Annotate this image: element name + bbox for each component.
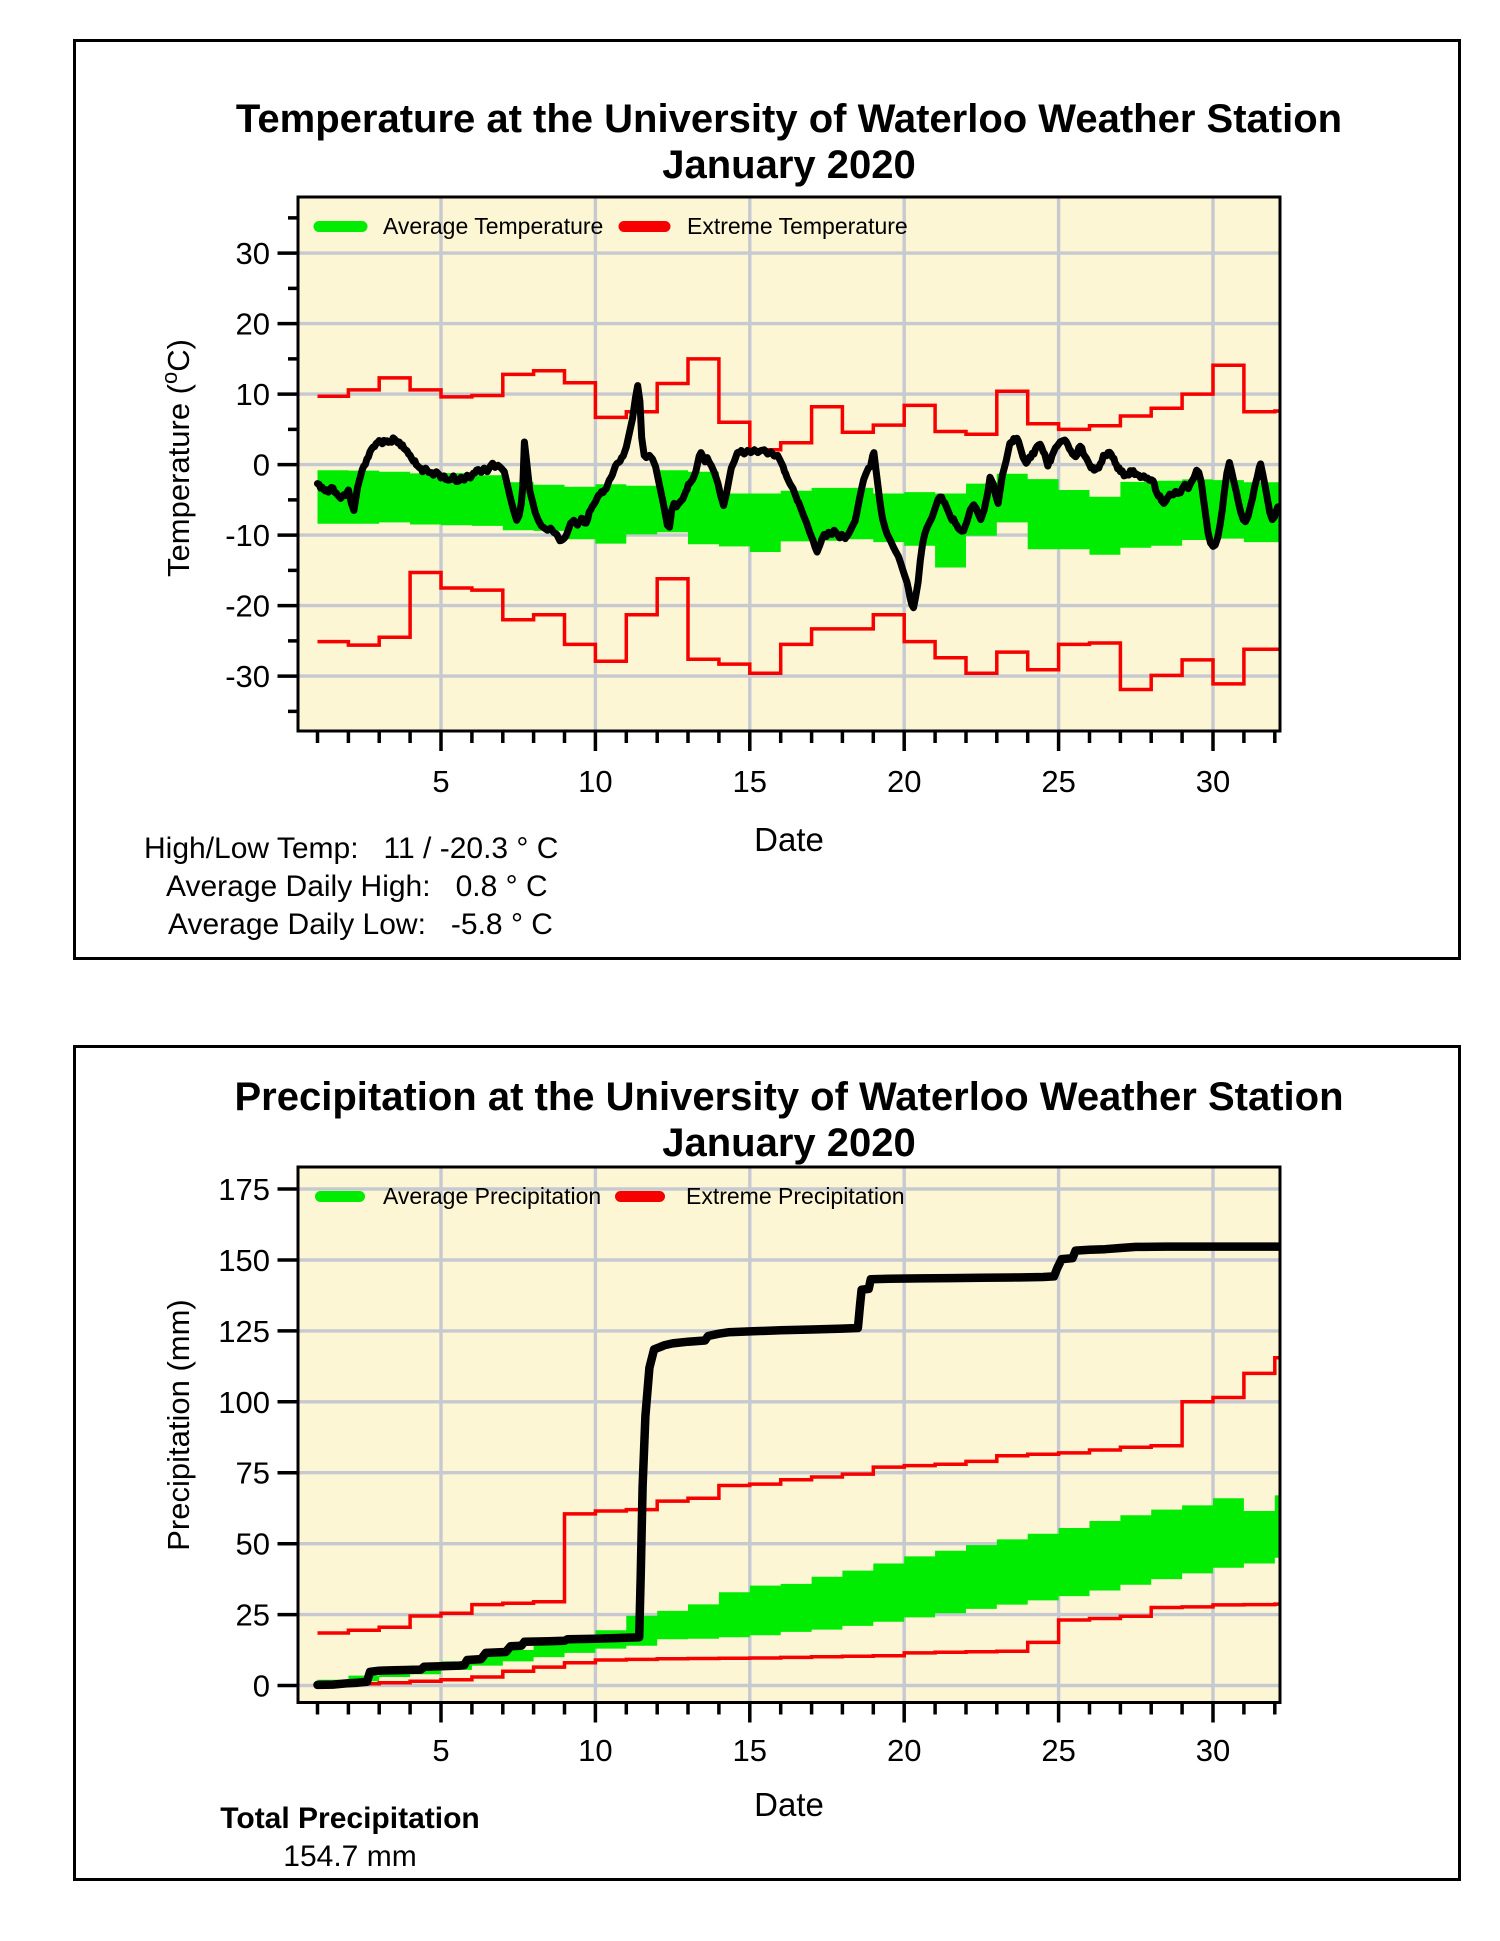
svg-text:175: 175: [218, 1172, 270, 1207]
svg-text:Precipitation (mm): Precipitation (mm): [161, 1299, 196, 1551]
svg-text:-20: -20: [225, 589, 270, 624]
svg-text:-10: -10: [225, 518, 270, 553]
svg-text:20: 20: [887, 764, 921, 799]
svg-text:10: 10: [578, 764, 612, 799]
svg-text:100: 100: [218, 1385, 270, 1420]
svg-text:25: 25: [1041, 764, 1075, 799]
svg-text:Date: Date: [754, 1786, 824, 1823]
svg-text:20: 20: [887, 1733, 921, 1768]
svg-text:Average Daily High: 0.8 ° C: Average Daily High: 0.8 ° C: [166, 870, 548, 903]
svg-text:30: 30: [1196, 1733, 1230, 1768]
svg-text:Total Precipitation: Total Precipitation: [220, 1802, 479, 1835]
svg-text:30: 30: [236, 236, 270, 271]
svg-text:January 2020: January 2020: [662, 1121, 916, 1165]
svg-text:5: 5: [432, 764, 449, 799]
svg-text:Precipitation at the Universit: Precipitation at the University of Water…: [234, 1075, 1343, 1119]
svg-text:25: 25: [1041, 1733, 1075, 1768]
svg-text:10: 10: [236, 377, 270, 412]
svg-text:Date: Date: [754, 821, 824, 858]
svg-text:High/Low Temp: 11 / -20.3 °: High/Low Temp: 11 / -20.3 ° C: [144, 832, 558, 865]
svg-text:Extreme Precipitation: Extreme Precipitation: [686, 1183, 905, 1209]
svg-text:25: 25: [236, 1598, 270, 1633]
svg-text:154.7 mm: 154.7 mm: [283, 1840, 416, 1873]
svg-text:50: 50: [236, 1527, 270, 1562]
svg-text:20: 20: [236, 307, 270, 342]
svg-text:Extreme Temperature: Extreme Temperature: [687, 213, 908, 239]
svg-text:10: 10: [578, 1733, 612, 1768]
svg-text:0: 0: [253, 448, 270, 483]
svg-text:15: 15: [733, 1733, 767, 1768]
svg-text:Average Precipitation: Average Precipitation: [383, 1183, 601, 1209]
svg-text:15: 15: [733, 764, 767, 799]
svg-text:5: 5: [432, 1733, 449, 1768]
svg-text:January 2020: January 2020: [662, 143, 916, 187]
svg-text:Average Daily Low: -5.8 ° C: Average Daily Low: -5.8 ° C: [168, 908, 553, 941]
svg-text:125: 125: [218, 1314, 270, 1349]
svg-text:75: 75: [236, 1456, 270, 1491]
svg-text:Average Temperature: Average Temperature: [383, 213, 603, 239]
svg-text:30: 30: [1196, 764, 1230, 799]
svg-text:Temperature at the University: Temperature at the University of Waterlo…: [236, 97, 1342, 141]
svg-text:-30: -30: [225, 659, 270, 694]
svg-text:0: 0: [253, 1669, 270, 1704]
svg-text:150: 150: [218, 1243, 270, 1278]
